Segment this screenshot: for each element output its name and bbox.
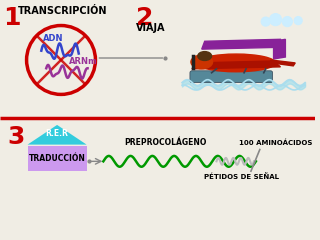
FancyBboxPatch shape [190, 71, 273, 83]
Polygon shape [28, 125, 87, 145]
Text: 2: 2 [136, 6, 153, 30]
Circle shape [270, 14, 282, 25]
Ellipse shape [198, 52, 212, 60]
Text: 100 AMINOÁCIDOS: 100 AMINOÁCIDOS [239, 139, 312, 146]
Polygon shape [202, 39, 285, 49]
Ellipse shape [191, 55, 212, 69]
Polygon shape [271, 60, 295, 66]
Text: ARNm: ARNm [69, 57, 98, 66]
FancyBboxPatch shape [28, 146, 87, 171]
Circle shape [294, 17, 302, 24]
Circle shape [261, 17, 270, 26]
Text: 3: 3 [8, 125, 25, 149]
Text: PÉTIDOS DE SEÑAL: PÉTIDOS DE SEÑAL [204, 173, 279, 180]
Polygon shape [192, 61, 280, 69]
Text: R.E.R: R.E.R [46, 129, 68, 138]
Ellipse shape [197, 54, 276, 72]
Text: TRANSCRIPCIÓN: TRANSCRIPCIÓN [18, 6, 107, 16]
Text: VIAJA: VIAJA [136, 23, 165, 33]
Text: ADN: ADN [43, 34, 64, 43]
Text: PREPROCOLÁGENO: PREPROCOLÁGENO [124, 138, 206, 147]
Text: 1: 1 [3, 6, 20, 30]
Polygon shape [274, 39, 285, 59]
Circle shape [283, 17, 292, 26]
Text: TRADUCCIÓN: TRADUCCIÓN [29, 154, 85, 163]
